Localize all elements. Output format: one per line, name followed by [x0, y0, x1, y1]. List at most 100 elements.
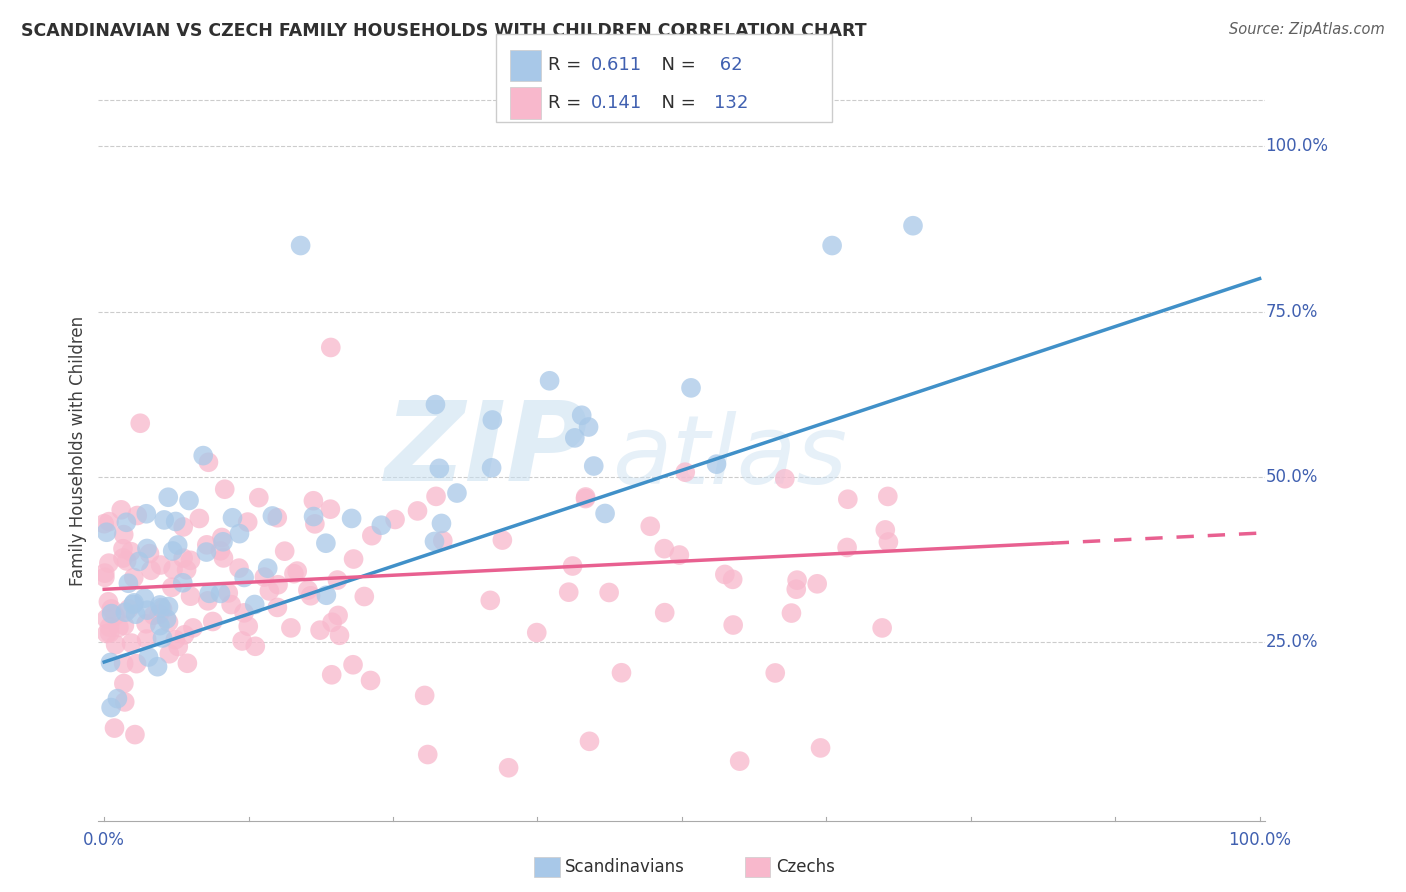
Point [149, 618, 172, 632]
Point [706, 457, 728, 471]
Point [152, 602, 174, 616]
Point [157, 647, 180, 661]
Point [201, 615, 224, 629]
Point [673, 465, 696, 479]
Point [302, 493, 325, 508]
Text: Scandinavians: Scandinavians [565, 858, 685, 876]
Point [211, 531, 233, 545]
Point [127, 508, 149, 523]
Point [479, 593, 502, 607]
Point [188, 511, 211, 525]
Point [179, 553, 201, 567]
Point [120, 544, 142, 558]
Y-axis label: Family Households with Children: Family Households with Children [69, 316, 87, 585]
Point [679, 381, 702, 395]
Point [209, 586, 232, 600]
Point [221, 510, 243, 524]
Text: Czechs: Czechs [776, 858, 835, 876]
Point [561, 559, 583, 574]
Point [721, 572, 744, 586]
Point [413, 689, 436, 703]
Text: R =: R = [548, 94, 588, 112]
Text: 132: 132 [714, 94, 748, 112]
Point [120, 636, 142, 650]
Point [115, 516, 138, 530]
Point [875, 523, 897, 537]
Point [110, 503, 132, 517]
Point [122, 598, 145, 612]
Point [93, 516, 115, 531]
Point [228, 561, 250, 575]
Point [425, 398, 447, 412]
Point [97, 595, 120, 609]
Point [155, 612, 177, 626]
Point [321, 667, 343, 681]
Point [124, 607, 146, 622]
Point [134, 591, 156, 606]
Point [173, 628, 195, 642]
Point [100, 656, 122, 670]
Point [786, 573, 808, 587]
Point [236, 515, 259, 529]
Point [148, 607, 170, 622]
Point [135, 507, 157, 521]
Point [835, 541, 858, 555]
Point [233, 570, 256, 584]
Point [139, 563, 162, 577]
Point [273, 544, 295, 558]
Point [150, 600, 173, 615]
Point [266, 600, 288, 615]
Point [728, 754, 751, 768]
Point [124, 728, 146, 742]
Point [901, 219, 924, 233]
Text: N =: N = [650, 56, 702, 74]
Point [245, 640, 267, 654]
Point [267, 578, 290, 592]
Point [228, 526, 250, 541]
Point [157, 490, 180, 504]
Point [578, 420, 600, 434]
Point [326, 573, 349, 587]
Point [112, 676, 135, 690]
Point [108, 620, 131, 634]
Point [575, 490, 598, 504]
Point [162, 544, 184, 558]
Point [321, 615, 343, 630]
Point [209, 544, 232, 558]
Point [129, 416, 152, 430]
Point [423, 534, 446, 549]
Point [582, 458, 605, 473]
Point [180, 589, 202, 603]
Point [280, 621, 302, 635]
Point [153, 513, 176, 527]
Point [118, 602, 141, 616]
Point [219, 598, 242, 612]
Point [142, 608, 165, 623]
Text: 75.0%: 75.0% [1265, 302, 1317, 320]
Point [574, 491, 596, 506]
Point [384, 512, 406, 526]
Point [598, 585, 620, 599]
Point [138, 547, 160, 561]
Point [167, 640, 190, 654]
Point [97, 556, 120, 570]
Text: 25.0%: 25.0% [1265, 633, 1317, 651]
Point [262, 508, 284, 523]
Point [138, 650, 160, 665]
Point [342, 552, 364, 566]
Point [638, 519, 661, 533]
Point [564, 431, 586, 445]
Point [238, 619, 260, 633]
Point [652, 541, 675, 556]
Text: atlas: atlas [612, 411, 846, 504]
Point [578, 734, 600, 748]
Point [302, 509, 325, 524]
Point [98, 620, 121, 634]
Point [427, 461, 450, 475]
Text: 62: 62 [714, 56, 742, 74]
Point [193, 449, 215, 463]
Point [654, 606, 676, 620]
Point [481, 460, 503, 475]
Point [128, 554, 150, 568]
Point [165, 632, 187, 647]
